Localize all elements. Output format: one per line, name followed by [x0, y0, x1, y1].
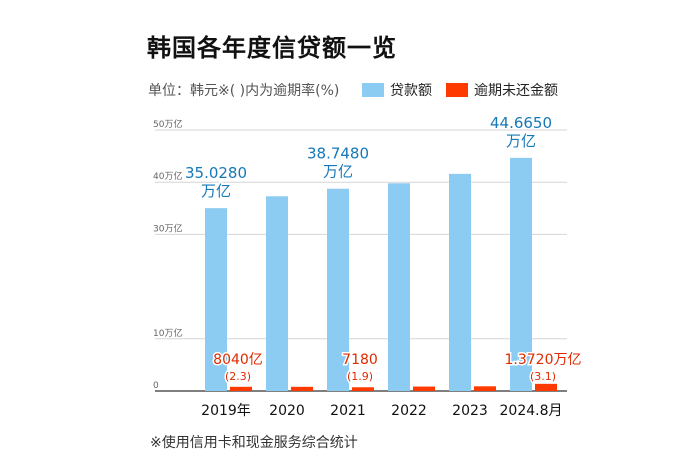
- y-tick-label: 0: [153, 381, 159, 391]
- loan-value-label: 万亿: [506, 132, 536, 150]
- overdue-bar: [474, 386, 496, 391]
- y-tick-label: 10万亿: [153, 327, 182, 339]
- overdue-value-label: 1.3720万亿: [505, 352, 582, 368]
- y-tick-label: 40万亿: [153, 170, 182, 182]
- chart-title: 韩国各年度信贷额一览: [147, 34, 397, 62]
- loan-bar: [449, 173, 471, 391]
- x-tick-label: 2019年: [201, 403, 251, 419]
- loan-bar: [266, 196, 288, 391]
- overdue-rate-label: (2.3): [225, 370, 251, 383]
- overdue-bar: [352, 387, 374, 391]
- overdue-bar: [413, 386, 435, 391]
- x-tick-label: 2022: [391, 403, 427, 419]
- loan-value-label: 44.6650: [490, 114, 552, 132]
- loan-bar: [327, 188, 349, 391]
- legend-overdue-label: 逾期未还金额: [474, 83, 558, 99]
- overdue-bar: [230, 386, 252, 391]
- overdue-bar: [291, 386, 313, 391]
- overdue-value-label: 7180: [342, 352, 378, 368]
- legend-loan-swatch: [362, 83, 384, 97]
- legend-overdue: 逾期未还金额: [446, 80, 558, 100]
- loan-bar: [205, 208, 227, 391]
- loan-bar: [388, 183, 410, 391]
- loan-value-label: 35.0280: [185, 164, 247, 182]
- overdue-value-label: 8040亿: [213, 352, 263, 368]
- legend-loan-label: 贷款额: [390, 83, 432, 99]
- overdue-rate-label: (3.1): [530, 370, 556, 383]
- x-tick-label: 2024.8月: [500, 403, 563, 419]
- footnote: ※使用信用卡和现金服务综合统计: [150, 435, 358, 451]
- legend-overdue-swatch: [446, 83, 468, 97]
- loan-value-label: 38.7480: [307, 145, 369, 163]
- overdue-bar: [535, 383, 557, 391]
- loan-value-label: 万亿: [323, 163, 353, 181]
- loan-value-label: 万亿: [201, 182, 231, 200]
- x-tick-label: 2023: [452, 403, 488, 419]
- legend-loan: 贷款额: [362, 80, 432, 100]
- y-tick-label: 30万亿: [153, 222, 182, 234]
- overdue-rate-label: (1.9): [347, 370, 373, 383]
- y-tick-label: 50万亿: [153, 118, 182, 130]
- loan-bar: [510, 157, 532, 391]
- unit-note: 单位：韩元※( )内为逾期率(%): [148, 83, 340, 99]
- x-tick-label: 2020: [269, 403, 305, 419]
- x-tick-label: 2021: [330, 403, 366, 419]
